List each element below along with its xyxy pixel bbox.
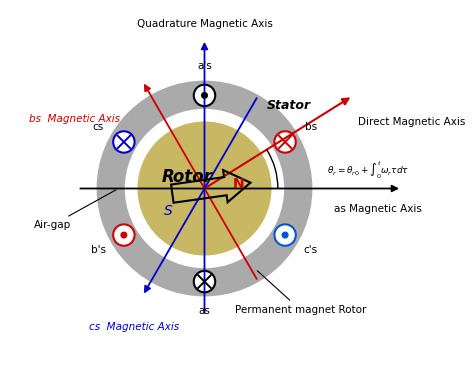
Text: cs: cs [92,122,104,132]
Text: bs  Magnetic Axis: bs Magnetic Axis [29,115,120,124]
Text: as Magnetic Axis: as Magnetic Axis [334,204,422,214]
Text: b's: b's [91,245,106,255]
Circle shape [113,131,135,153]
Text: a's: a's [197,61,212,71]
Circle shape [121,232,127,238]
Text: $\theta_r = \theta_{r0} + \int_0^t \omega_r \tau d\tau$: $\theta_r = \theta_{r0} + \int_0^t \omeg… [327,159,410,181]
Text: Quadrature Magnetic Axis: Quadrature Magnetic Axis [137,19,273,29]
Circle shape [194,85,215,106]
Circle shape [130,114,279,263]
Text: Rotor: Rotor [162,168,213,186]
Text: as: as [199,306,210,316]
Text: c's: c's [304,245,318,255]
Circle shape [136,119,273,258]
Text: Direct Magnetic Axis: Direct Magnetic Axis [358,117,465,127]
Text: bs: bs [305,122,317,132]
Text: N: N [233,177,244,191]
Text: S: S [164,204,172,218]
Text: cs  Magnetic Axis: cs Magnetic Axis [89,322,179,332]
Circle shape [274,131,296,153]
Circle shape [113,224,135,246]
Circle shape [126,109,283,268]
Circle shape [194,271,215,292]
Text: Stator: Stator [266,99,310,112]
Circle shape [274,224,296,246]
Text: Permanent magnet Rotor: Permanent magnet Rotor [235,271,366,315]
Circle shape [97,81,312,296]
Circle shape [283,232,288,238]
Text: Air-gap: Air-gap [34,190,116,230]
Circle shape [201,92,207,98]
